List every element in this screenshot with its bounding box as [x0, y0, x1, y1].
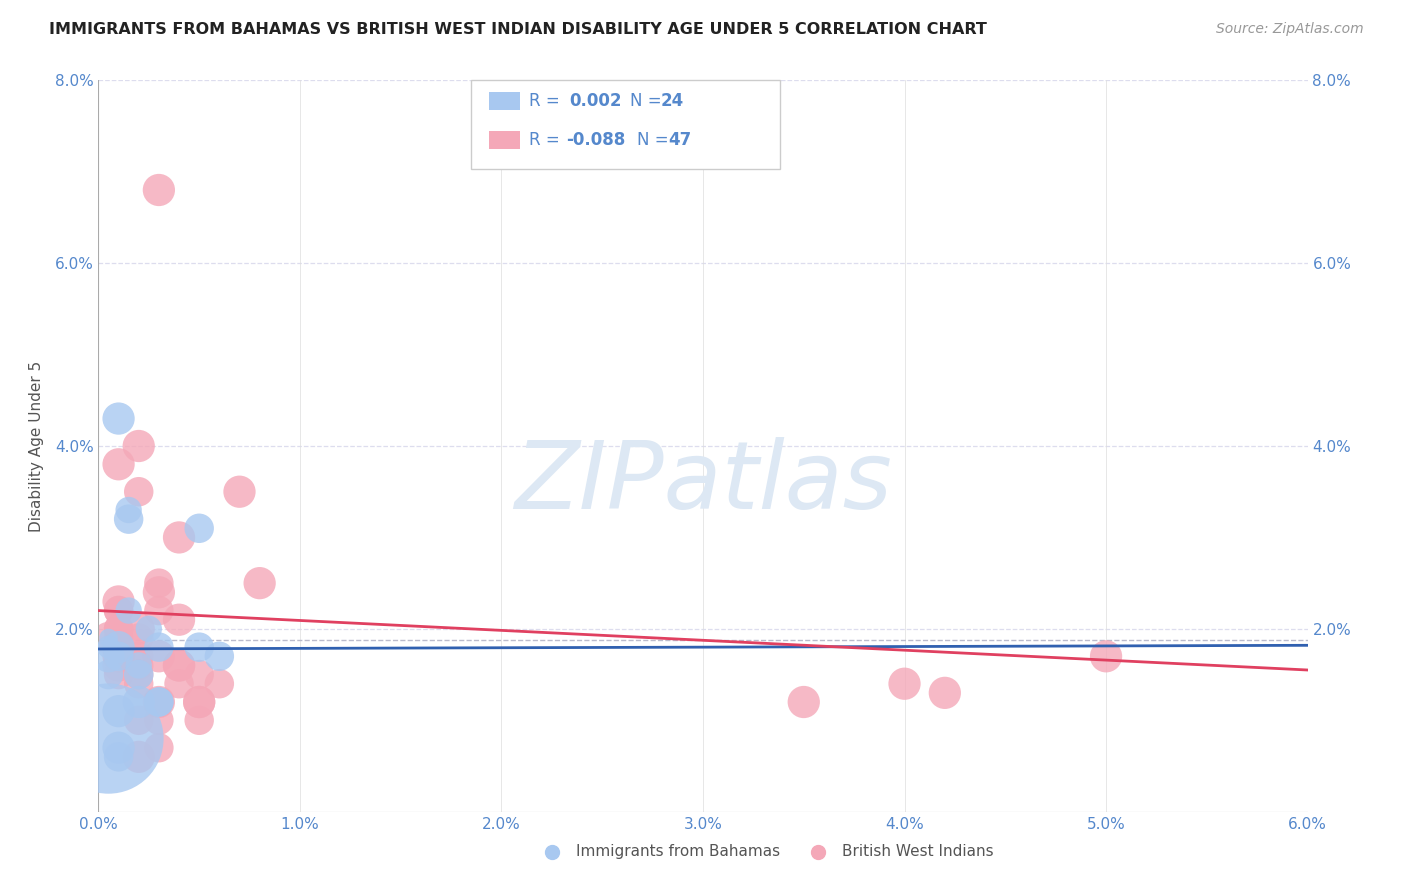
Point [167, 658, 190, 673]
Point [97, 640, 120, 655]
Text: 0.002: 0.002 [569, 92, 621, 110]
Point [934, 686, 956, 700]
Point [128, 667, 150, 681]
Text: Source: ZipAtlas.com: Source: ZipAtlas.com [1216, 22, 1364, 37]
Y-axis label: Disability Age Under 5: Disability Age Under 5 [28, 360, 44, 532]
Point [118, 604, 141, 618]
Text: Immigrants from Bahamas: Immigrants from Bahamas [576, 845, 780, 860]
Point [107, 458, 129, 472]
Point [167, 658, 190, 673]
Point [128, 667, 150, 681]
Point [97, 731, 120, 746]
Text: ZIPatlas: ZIPatlas [515, 437, 891, 528]
Point [107, 640, 129, 655]
Text: -0.088: -0.088 [567, 131, 626, 149]
Point [107, 749, 129, 764]
Point [107, 740, 129, 755]
Point [208, 676, 231, 690]
Point [97, 631, 120, 645]
Point [188, 640, 211, 655]
Text: R =: R = [529, 131, 565, 149]
Text: IMMIGRANTS FROM BAHAMAS VS BRITISH WEST INDIAN DISABILITY AGE UNDER 5 CORRELATIO: IMMIGRANTS FROM BAHAMAS VS BRITISH WEST … [49, 22, 987, 37]
Point [107, 622, 129, 636]
Point [188, 521, 211, 535]
Point [188, 667, 211, 681]
Point [148, 576, 170, 591]
Point [249, 576, 271, 591]
Text: British West Indians: British West Indians [842, 845, 994, 860]
Text: N =: N = [637, 131, 673, 149]
Point [148, 695, 170, 709]
Point [97, 631, 120, 645]
Point [128, 658, 150, 673]
Point [148, 695, 170, 709]
Point [107, 649, 129, 664]
Point [167, 676, 190, 690]
Text: R =: R = [529, 92, 565, 110]
Point [148, 714, 170, 728]
Point [138, 622, 160, 636]
Point [148, 585, 170, 599]
Point [128, 714, 150, 728]
Point [128, 749, 150, 764]
Point [148, 183, 170, 197]
Point [128, 484, 150, 499]
Point [208, 649, 231, 664]
Point [107, 604, 129, 618]
Point [118, 512, 141, 526]
Point [167, 613, 190, 627]
Point [167, 530, 190, 544]
Point [107, 411, 129, 425]
Point [148, 604, 170, 618]
Point [128, 649, 150, 664]
Point [228, 484, 250, 499]
Point [107, 649, 129, 664]
Text: N =: N = [630, 92, 666, 110]
Point [793, 695, 815, 709]
Text: 24: 24 [661, 92, 685, 110]
Point [107, 704, 129, 718]
Point [148, 649, 170, 664]
Point [188, 695, 211, 709]
Point [128, 676, 150, 690]
Point [128, 439, 150, 453]
Text: 47: 47 [668, 131, 692, 149]
Point [128, 658, 150, 673]
Point [118, 503, 141, 517]
Point [107, 658, 129, 673]
Point [188, 695, 211, 709]
Point [107, 622, 129, 636]
Point [107, 594, 129, 608]
Point [107, 667, 129, 681]
Point [97, 667, 120, 681]
Point [128, 631, 150, 645]
Point [107, 640, 129, 655]
Point [97, 649, 120, 664]
Point [107, 631, 129, 645]
Point [128, 695, 150, 709]
Point [148, 640, 170, 655]
Point [148, 695, 170, 709]
Point [148, 740, 170, 755]
Point [1095, 649, 1118, 664]
Point [148, 695, 170, 709]
Point [128, 622, 150, 636]
Point [188, 714, 211, 728]
Point [107, 604, 129, 618]
Point [893, 676, 915, 690]
